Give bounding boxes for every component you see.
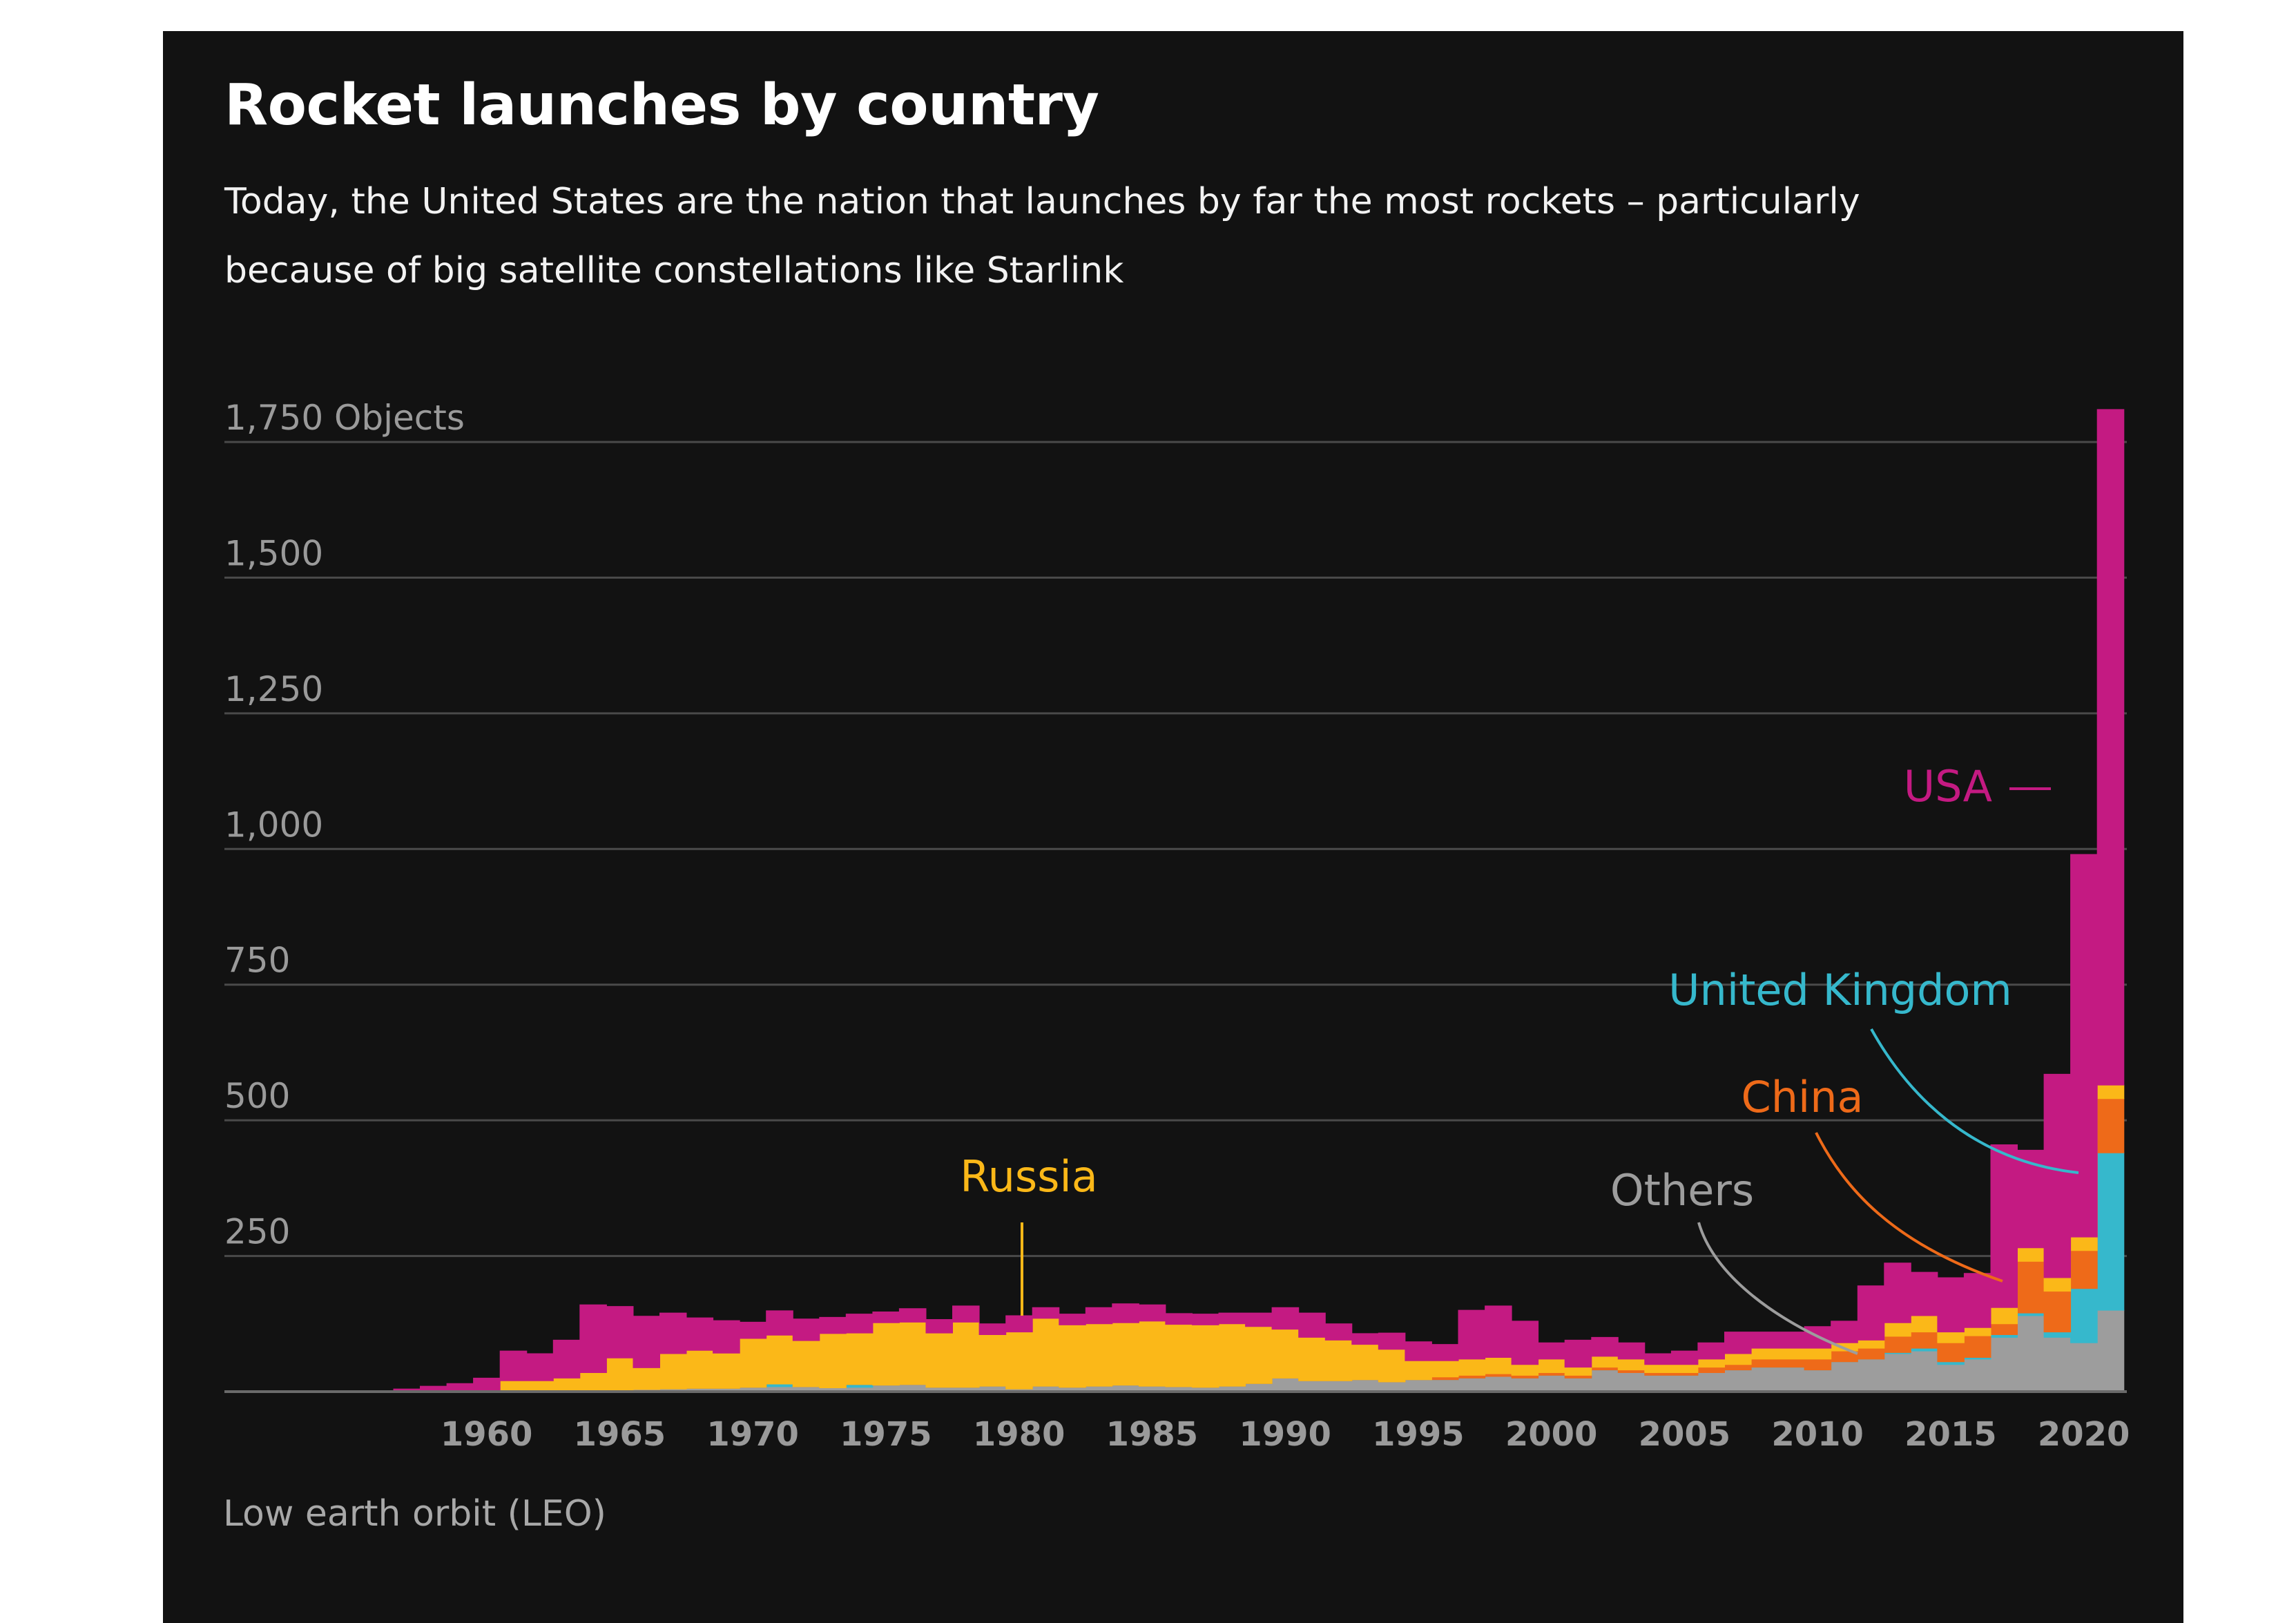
annotation-leader-uk — [1870, 1028, 2079, 1174]
y-tick-label: 500 — [224, 1076, 290, 1116]
x-tick-label: 2015 — [1904, 1415, 1997, 1454]
chart-subtitle: Today, the United States are the nation … — [224, 181, 1860, 291]
axes: 250 500 750 1,000 1,250 1,500 1,750 Objects 196… — [224, 398, 2130, 1454]
x-tick-label: 1990 — [1239, 1415, 1331, 1454]
x-tick-label: 1980 — [973, 1415, 1065, 1454]
y-tick-label: 1,000 — [224, 805, 323, 845]
x-tick-label: 1975 — [840, 1415, 932, 1454]
y-tick-label: 250 — [224, 1212, 290, 1252]
x-tick-label: 2000 — [1505, 1415, 1598, 1454]
y-tick-label: 1,250 — [224, 669, 323, 709]
x-tick-label: 1970 — [706, 1415, 799, 1454]
gridlines — [224, 441, 2127, 1258]
x-tick-label: 2005 — [1639, 1415, 1731, 1454]
series-annotations: Russia Others China United Kingdom USA — [960, 761, 2079, 1355]
y-tick-label: 1,500 — [224, 533, 323, 573]
x-tick-label: 2020 — [2038, 1415, 2130, 1454]
annotation-label-uk: United Kingdom — [1668, 965, 2012, 1015]
area-usa — [393, 409, 2125, 1392]
x-tick-label: 1965 — [574, 1415, 666, 1454]
x-tick-label: 1985 — [1106, 1415, 1199, 1454]
annotation-label-china: China — [1741, 1072, 1863, 1122]
y-tick-label: 750 — [224, 941, 290, 981]
annotation-label-others: Others — [1610, 1165, 1754, 1216]
annotation-leader-others — [1697, 1222, 1858, 1355]
y-tick-label: 1,750 Objects — [224, 398, 465, 438]
x-tick-label: 2010 — [1771, 1415, 1864, 1454]
stacked-areas — [393, 409, 2125, 1392]
annotation-label-russia: Russia — [960, 1151, 1097, 1202]
chart-title: Rocket launches by country — [224, 73, 1099, 138]
x-tick-label: 1960 — [441, 1415, 533, 1454]
annotation-leader-china — [1815, 1132, 2003, 1283]
footnote: Low earth orbit (LEO) — [223, 1493, 606, 1535]
x-tick-label: 1995 — [1372, 1415, 1465, 1454]
annotation-label-usa: USA — [1904, 761, 1992, 812]
